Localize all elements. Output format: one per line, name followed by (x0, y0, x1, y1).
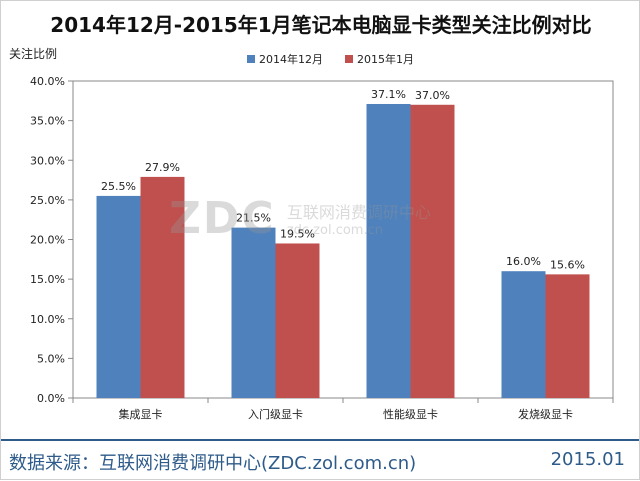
data-label: 15.6% (550, 258, 585, 271)
legend-swatch-series-1 (247, 55, 255, 63)
bar-2 (545, 274, 590, 398)
y-tick-label: 40.0% (30, 75, 65, 88)
x-category-label: 入门级显卡 (248, 407, 303, 421)
y-tick-label: 25.0% (30, 194, 65, 207)
y-tick-label: 30.0% (30, 154, 65, 167)
data-label: 16.0% (506, 255, 541, 268)
y-tick-label: 20.0% (30, 234, 65, 247)
legend-label-series-1: 2014年12月 (259, 53, 323, 66)
report-date: 2015.01 (550, 449, 625, 470)
y-tick-label: 10.0% (30, 313, 65, 326)
footer: 数据来源：互联网消费调研中心(ZDC.zol.com.cn) 2015.01 (1, 439, 639, 481)
data-label: 21.5% (236, 212, 271, 225)
bar-2 (410, 104, 455, 399)
bar-2 (275, 243, 320, 398)
bar-1 (501, 271, 546, 398)
bar-2 (140, 176, 185, 398)
y-tick-label: 15.0% (30, 273, 65, 286)
y-tick-label: 5.0% (37, 352, 65, 365)
bar-1 (96, 195, 141, 398)
bar-1 (231, 227, 276, 398)
legend-item-series-2: 2015年1月 (345, 51, 414, 67)
legend: 2014年12月 2015年1月 (247, 51, 436, 67)
y-axis-label: 关注比例 (9, 47, 58, 61)
y-tick-label: 35.0% (30, 115, 65, 128)
data-source: 数据来源：互联网消费调研中心(ZDC.zol.com.cn) (9, 453, 417, 474)
bar-chart: 0.0% 5.0% 10.0% 15.0% 20.0% 25.0% 30.0% 35.0% 40… (30, 75, 614, 421)
data-label: 37.0% (415, 89, 450, 102)
legend-label-series-2: 2015年1月 (357, 53, 414, 66)
bar-1 (366, 103, 411, 399)
legend-item-series-1: 2014年12月 (247, 51, 323, 67)
y-tick-label: 0.0% (37, 392, 65, 405)
x-category-label: 性能级显卡 (383, 407, 438, 421)
data-label: 19.5% (280, 227, 315, 240)
x-category-label: 集成显卡 (119, 407, 163, 421)
x-category-label: 发烧级显卡 (518, 407, 573, 421)
data-label: 37.1% (371, 88, 406, 101)
legend-swatch-series-2 (345, 55, 353, 63)
chart-title: 2014年12月-2015年1月笔记本电脑显卡类型关注比例对比 (50, 13, 592, 37)
data-label: 25.5% (101, 180, 136, 193)
data-label: 27.9% (145, 161, 180, 174)
